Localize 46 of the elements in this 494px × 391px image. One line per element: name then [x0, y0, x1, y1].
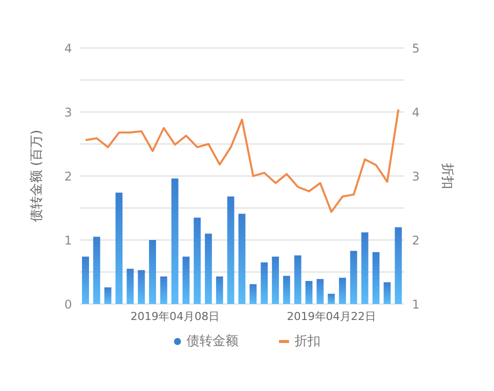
bar: [250, 284, 257, 304]
bar: [394, 227, 402, 304]
bar: [227, 196, 234, 304]
bar: [350, 250, 358, 304]
y-tick-label: 4: [64, 41, 72, 56]
bar: [338, 278, 346, 304]
bar: [149, 240, 156, 304]
bar: [138, 270, 145, 304]
bar: [305, 280, 312, 304]
bar: [194, 218, 201, 304]
bar: [216, 276, 224, 304]
bar: [182, 256, 190, 304]
bar: [361, 232, 368, 304]
bar: [328, 294, 335, 304]
legend-label: 折扣: [294, 333, 320, 350]
y2-tick-label: 3: [412, 169, 420, 184]
bar: [204, 234, 212, 304]
bar: [171, 178, 178, 304]
bar: [104, 287, 112, 304]
legend-label: 债转金额: [186, 333, 238, 350]
y-tick-label: 3: [64, 105, 72, 120]
bar: [126, 268, 134, 304]
y2-tick-label: 2: [412, 233, 420, 248]
bar: [93, 236, 100, 304]
y-axis-title: 债转金额 (百万): [30, 130, 45, 222]
bar: [294, 255, 302, 304]
y2-tick-label: 1: [412, 297, 420, 312]
bar: [283, 276, 290, 304]
y-tick-label: 1: [64, 233, 72, 248]
bar: [260, 262, 268, 304]
bar: [160, 276, 168, 304]
line-series: [84, 108, 400, 213]
x-tick-label: 2019年04月22日: [286, 310, 376, 323]
bar: [372, 252, 380, 304]
x-tick-label: 2019年04月08日: [130, 310, 220, 323]
y2-axis-title: 折扣: [439, 163, 454, 189]
y-tick-label: 0: [64, 297, 72, 312]
y2-tick-label: 4: [412, 105, 420, 120]
bar: [238, 214, 246, 304]
bar: [82, 256, 89, 304]
y-tick-label: 2: [64, 169, 72, 184]
bar: [272, 256, 279, 304]
bar: [384, 282, 391, 304]
y2-tick-label: 5: [412, 41, 420, 56]
bar: [316, 279, 324, 304]
bar: [116, 192, 123, 304]
